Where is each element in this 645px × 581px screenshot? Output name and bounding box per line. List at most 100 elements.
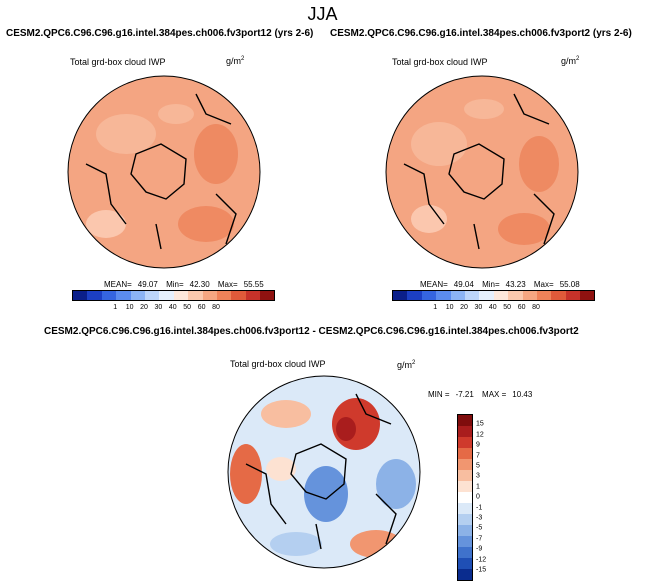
panel-1-colorbar-labels: 1 10 20 30 40 50 60 80 <box>72 304 274 314</box>
panel-2-colorbar-swatch <box>551 291 566 300</box>
panel-1-colorbar-swatch <box>173 291 189 300</box>
diff-colorbar-label: -15 <box>476 566 487 574</box>
panel-1-polar-map <box>67 75 261 269</box>
panel-2-colorbar <box>392 290 596 301</box>
diff-variable: Total grd-box cloud IWP <box>230 359 326 369</box>
panel-2-colorbar-label: 60 <box>517 304 526 311</box>
panel-2-colorbar-swatch <box>536 291 552 300</box>
diff-colorbar-swatch <box>458 492 472 503</box>
panel-1-map-border <box>67 75 261 269</box>
panel-2-colorbar-swatch <box>580 291 595 300</box>
panel-2-colorbar-swatch <box>479 291 494 300</box>
diff-colorbar-swatch <box>458 481 472 492</box>
panel-1-colorbar-label: 60 <box>197 304 206 311</box>
diff-units: g/m2 <box>397 360 416 370</box>
diff-colorbar-swatch <box>458 514 472 525</box>
diff-stats: MIN = -7.21 MAX = 10.43 <box>428 390 533 399</box>
panel-2-colorbar-label: 20 <box>460 304 468 311</box>
panel-1-colorbar-label: 40 <box>168 304 177 311</box>
diff-colorbar-swatch <box>458 536 472 547</box>
diff-colorbar <box>457 414 473 581</box>
diff-colorbar-swatch <box>458 415 472 426</box>
panel-1-colorbar-swatch <box>159 291 174 300</box>
panel-2-colorbar-swatch <box>407 291 422 300</box>
panel-1-colorbar-label: 50 <box>183 304 192 311</box>
panel-1-title: CESM2.QPC6.C96.C96.g16.intel.384pes.ch00… <box>6 28 314 39</box>
diff-map-border <box>227 375 421 569</box>
diff-colorbar-label: -5 <box>476 524 483 532</box>
panel-1-colorbar-label: 20 <box>140 304 148 311</box>
panel-2-colorbar-swatch <box>436 291 451 300</box>
panel-1-units: g/m2 <box>226 56 245 66</box>
panel-2-stats: MEAN= 49.04 Min= 43.23 Max= 55.08 <box>420 280 580 289</box>
diff-colorbar-swatch <box>458 459 472 470</box>
panel-2-colorbar-swatch <box>508 291 523 300</box>
diff-colorbar-label: 1 <box>476 483 480 491</box>
panel-1-colorbar-swatch <box>216 291 232 300</box>
diff-colorbar-swatch <box>458 547 472 558</box>
panel-1-colorbar-swatch <box>260 291 275 300</box>
panel-2-units: g/m2 <box>561 56 580 66</box>
panel-2-colorbar-labels: 1 10 20 30 40 50 60 80 <box>392 304 594 314</box>
diff-polar-map <box>227 375 421 569</box>
panel-2-colorbar-swatch <box>522 291 537 300</box>
diff-coastlines <box>290 443 347 500</box>
diff-colorbar-label: 15 <box>476 420 484 428</box>
panel-1-colorbar <box>72 290 276 301</box>
panel-1-colorbar-swatch <box>202 291 217 300</box>
diff-colorbar-label: -12 <box>476 556 487 564</box>
panel-1-variable: Total grd-box cloud IWP <box>70 57 166 67</box>
panel-2-colorbar-label: 1 <box>433 304 438 311</box>
panel-1-stats: MEAN= 49.07 Min= 42.30 Max= 55.55 <box>104 280 264 289</box>
panel-2-coastlines <box>448 143 505 200</box>
diff-colorbar-swatch <box>458 426 472 437</box>
diff-colorbar-swatch <box>458 558 472 569</box>
panel-1-colorbar-swatch <box>73 291 88 300</box>
panel-1-colorbar-swatch <box>116 291 131 300</box>
diff-colorbar-label: -7 <box>476 535 483 543</box>
panel-2-map-border <box>385 75 579 269</box>
panel-2-title: CESM2.QPC6.C96.C96.g16.intel.384pes.ch00… <box>330 28 632 39</box>
diff-colorbar-label: 12 <box>476 431 484 439</box>
diff-colorbar-label: -9 <box>476 545 483 553</box>
panel-2-colorbar-swatch <box>565 291 581 300</box>
panel-2-variable: Total grd-box cloud IWP <box>392 57 488 67</box>
diff-colorbar-label: 5 <box>476 462 480 470</box>
diff-colorbar-swatch <box>458 503 472 514</box>
diff-colorbar-label: 7 <box>476 452 480 460</box>
panel-1-colorbar-swatch <box>188 291 203 300</box>
panel-2-colorbar-swatch <box>393 291 408 300</box>
panel-2-colorbar-label: 80 <box>532 304 540 311</box>
panel-2-colorbar-label: 30 <box>474 304 483 311</box>
panel-2-polar-map <box>385 75 579 269</box>
diff-colorbar-label: -3 <box>476 514 483 522</box>
diff-colorbar-swatch <box>458 525 472 536</box>
panel-2-anomaly-patches <box>403 93 559 250</box>
panel-2-colorbar-label: 50 <box>503 304 512 311</box>
panel-1-colorbar-label: 80 <box>212 304 220 311</box>
diff-anomaly-patches <box>230 393 416 558</box>
panel-1-colorbar-swatch <box>144 291 160 300</box>
panel-1-colorbar-swatch <box>245 291 261 300</box>
diff-colorbar-label: -1 <box>476 504 483 512</box>
panel-1-colorbar-label: 1 <box>113 304 118 311</box>
diff-colorbar-label: 0 <box>476 493 480 501</box>
panel-1-anomaly-patches <box>85 93 238 250</box>
panel-2-colorbar-swatch <box>464 291 480 300</box>
diff-title: CESM2.QPC6.C96.C96.g16.intel.384pes.ch00… <box>44 326 579 337</box>
season-title: JJA <box>307 4 338 24</box>
panel-2-colorbar-label: 40 <box>488 304 497 311</box>
diff-colorbar-label: 9 <box>476 441 480 449</box>
panel-1-colorbar-swatch <box>231 291 246 300</box>
diff-colorbar-swatch <box>458 470 472 481</box>
diff-colorbar-labels: 15 12 9 7 5 3 1 0 -1 -3 -5 -7 -9 -12 -15 <box>476 414 506 574</box>
panel-2-colorbar-swatch <box>421 291 437 300</box>
panel-1-colorbar-swatch <box>130 291 145 300</box>
diff-colorbar-swatch <box>458 569 472 580</box>
panel-1-colorbar-swatch <box>101 291 117 300</box>
diff-colorbar-swatch <box>458 448 472 459</box>
panel-1-colorbar-label: 30 <box>154 304 163 311</box>
panel-1-colorbar-label: 10 <box>125 304 134 311</box>
panel-2-colorbar-swatch <box>493 291 509 300</box>
diff-colorbar-swatch <box>458 437 472 448</box>
